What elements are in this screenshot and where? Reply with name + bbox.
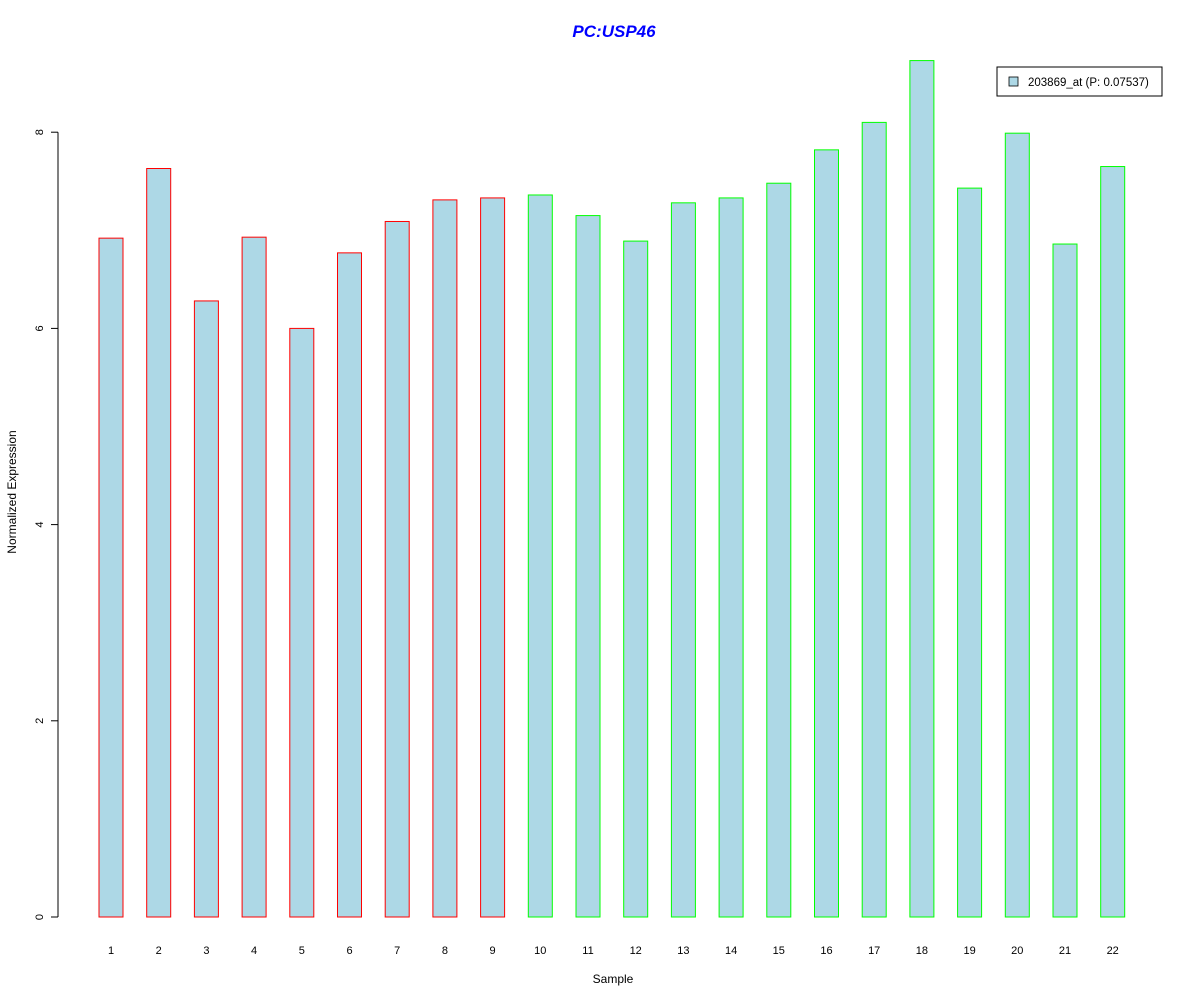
x-tick-label: 22 [1107,945,1119,957]
bar-sample-18 [909,60,935,918]
x-tick-label: 10 [534,945,546,957]
chart-title: PC:USP46 [572,22,656,41]
y-axis-title: Normalized Expression [5,430,19,553]
bars [98,60,1126,918]
x-tick-label: 9 [490,945,496,957]
x-tick-label: 3 [203,945,209,957]
x-tick-label: 12 [630,945,642,957]
bar-sample-21 [1052,243,1078,918]
legend-label: 203869_at (P: 0.07537) [1028,77,1149,89]
legend-box [996,66,1163,97]
y-tick-label: 2 [34,718,46,724]
bar-sample-8 [432,199,458,918]
bar-sample-12 [623,240,649,918]
x-tick-label: 1 [108,945,114,957]
x-tick-label: 18 [916,945,928,957]
bar-sample-2 [146,167,172,918]
x-tick-label: 21 [1059,945,1071,957]
legend: 203869_at (P: 0.07537) [996,66,1163,97]
bar-sample-14 [718,197,744,918]
bar-sample-3 [193,300,219,918]
x-axis-tick-labels: 1 2 3 4 5 6 7 8 9 10 11 12 13 14 15 16 17 18 19 20 21 22 [108,945,1119,957]
x-tick-label: 4 [251,945,257,957]
bar-sample-13 [670,202,696,918]
bar-sample-15 [766,182,792,918]
x-tick-label: 14 [725,945,737,957]
x-tick-label: 15 [773,945,785,957]
y-tick-label: 4 [34,522,46,528]
x-tick-label: 19 [963,945,975,957]
bar-sample-16 [814,149,839,918]
x-tick-label: 6 [346,945,352,957]
bar-sample-11 [575,215,601,918]
x-tick-label: 20 [1011,945,1023,957]
bar-sample-9 [480,197,506,918]
bar-sample-4 [241,236,267,918]
bar-sample-19 [957,187,983,918]
bar-sample-10 [527,194,553,918]
bar-sample-6 [337,252,362,918]
bar-sample-17 [861,121,887,918]
bar-sample-1 [98,237,124,918]
bar-sample-7 [384,220,410,918]
y-axis: 0 2 4 6 8 [34,129,59,920]
legend-swatch [1008,76,1019,87]
x-tick-label: 8 [442,945,448,957]
x-axis-title: Sample [593,972,634,986]
x-tick-label: 2 [156,945,162,957]
y-tick-label: 8 [34,129,46,135]
x-tick-label: 13 [677,945,689,957]
y-tick-label: 6 [34,325,46,331]
x-tick-label: 5 [299,945,305,957]
y-tick-label: 0 [34,914,46,920]
x-tick-label: 16 [820,945,832,957]
x-tick-label: 17 [868,945,880,957]
x-tick-label: 7 [394,945,400,957]
x-tick-label: 11 [582,945,593,957]
bar-sample-22 [1100,166,1126,918]
bar-sample-5 [289,327,315,918]
bar-sample-20 [1004,132,1030,918]
